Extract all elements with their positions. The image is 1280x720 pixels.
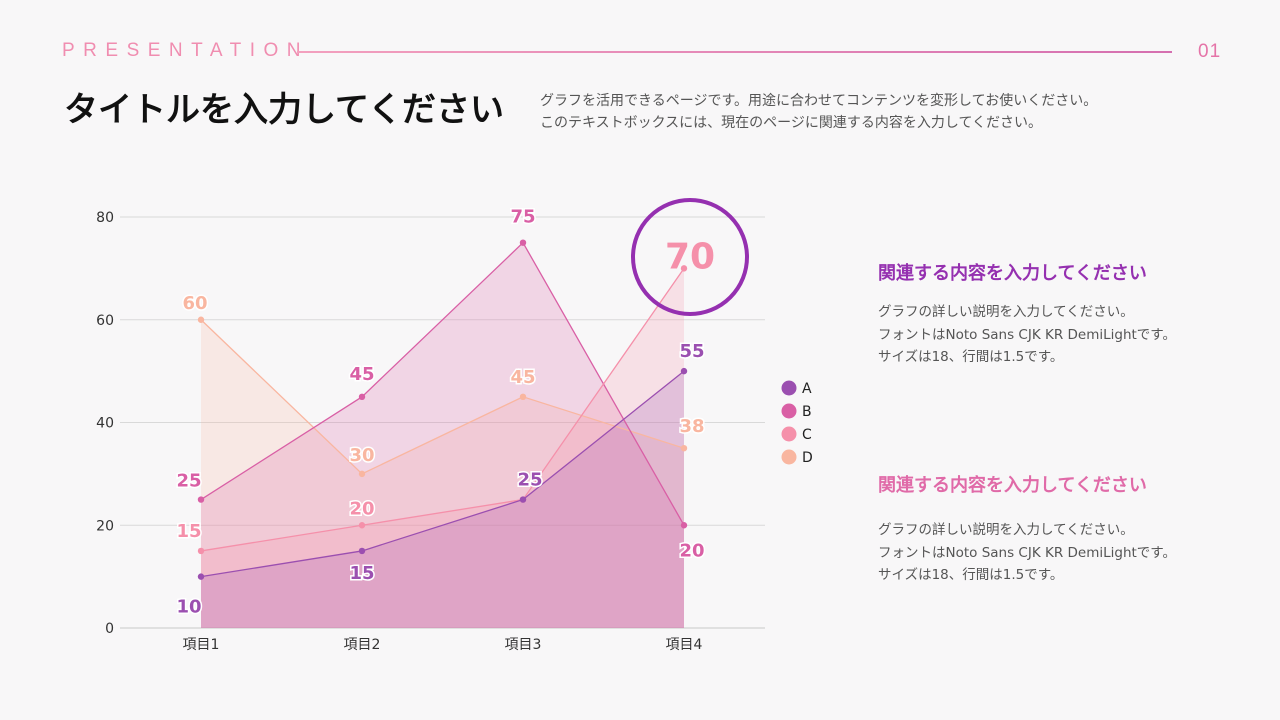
series-line-A (200, 370, 685, 578)
note-line: サイズは18、行間は1.5です。 (878, 567, 1064, 583)
note-line: フォントはNoto Sans CJK KR DemiLightです。 (878, 326, 1176, 343)
legend-label-C: C (802, 427, 812, 443)
legend-swatch-B (781, 403, 797, 419)
y-tick-label: 40 (96, 416, 114, 432)
description-line: このテキストボックスには、現在のページに関連する内容を入力してください。 (540, 115, 1043, 131)
data-point-A (358, 547, 366, 555)
data-point-B (197, 496, 205, 503)
y-tick-label: 20 (96, 518, 114, 534)
y-tick-label: 60 (96, 313, 114, 329)
data-label-C: 20 (349, 498, 374, 519)
highlight-ring (631, 198, 749, 316)
data-label-C: 70 (665, 236, 715, 277)
data-point-A (680, 367, 688, 375)
page-description: グラフを活用できるページです。用途に合わせてコンテンツを変形してお使いください。… (540, 90, 1097, 134)
note-line: グラフの詳しい説明を入力してください。 (878, 522, 1134, 538)
data-point-D (358, 470, 366, 478)
legend-swatch-A (781, 380, 797, 396)
x-tick-label: 項目2 (344, 637, 381, 653)
header-divider (297, 51, 1172, 53)
data-label-B: 20 (679, 540, 704, 561)
page-number: 01 (1198, 41, 1222, 62)
note-block-1: 関連する内容を入力してください グラフの詳しい説明を入力してください。 フォント… (878, 259, 1238, 369)
section-kicker: PRESENTATION (62, 40, 309, 61)
data-point-D (197, 316, 205, 323)
note-line: フォントはNoto Sans CJK KR DemiLightです。 (878, 544, 1176, 561)
note-heading: 関連する内容を入力してください (878, 475, 1147, 496)
y-tick-label: 80 (96, 210, 114, 226)
description-line: グラフを活用できるページです。用途に合わせてコンテンツを変形してお使いください。 (540, 93, 1098, 109)
note-line: サイズは18、行間は1.5です。 (878, 349, 1064, 365)
data-label-D: 45 (510, 367, 535, 388)
data-label-A: 25 (517, 470, 542, 491)
x-tick-label: 項目1 (183, 637, 220, 653)
series-area-C (201, 268, 684, 628)
data-label-B: 25 (176, 471, 201, 492)
x-tick-label: 項目4 (666, 637, 703, 653)
data-label-D: 38 (679, 416, 704, 437)
data-point-A (519, 496, 527, 503)
note-heading: 関連する内容を入力してください (878, 263, 1147, 284)
legend-swatch-C (781, 426, 797, 442)
note-line: グラフの詳しい説明を入力してください。 (878, 304, 1134, 320)
data-point-C (358, 522, 366, 529)
page-title: タイトルを入力してください (64, 90, 504, 130)
series-line-C (200, 268, 685, 552)
data-label-A: 10 (176, 597, 201, 618)
data-point-B (680, 522, 688, 529)
legend-label-A: A (802, 381, 812, 397)
data-point-C (197, 547, 205, 555)
legend-swatch-D (781, 449, 797, 465)
data-point-B (358, 393, 366, 401)
note-block-2: 関連する内容を入力してください グラフの詳しい説明を入力してください。 フォント… (878, 471, 1238, 587)
data-point-D (519, 393, 527, 401)
series-line-D (200, 319, 685, 475)
data-label-B: 45 (349, 364, 374, 385)
y-tick-label: 0 (105, 621, 114, 637)
series-area-D (201, 319, 684, 628)
data-label-C: 15 (176, 521, 201, 542)
legend-label-D: D (802, 450, 813, 466)
data-point-A (197, 573, 205, 580)
data-label-A: 55 (679, 341, 704, 362)
data-label-D: 30 (349, 445, 374, 466)
data-label-D: 60 (182, 293, 207, 314)
data-label-A: 15 (349, 563, 374, 584)
data-label-B: 75 (510, 207, 535, 228)
series-area-A (201, 371, 684, 628)
legend-label-B: B (802, 404, 812, 420)
x-tick-label: 項目3 (505, 637, 542, 653)
data-point-B (519, 239, 527, 246)
data-point-D (680, 444, 688, 452)
data-point-C (680, 265, 688, 272)
